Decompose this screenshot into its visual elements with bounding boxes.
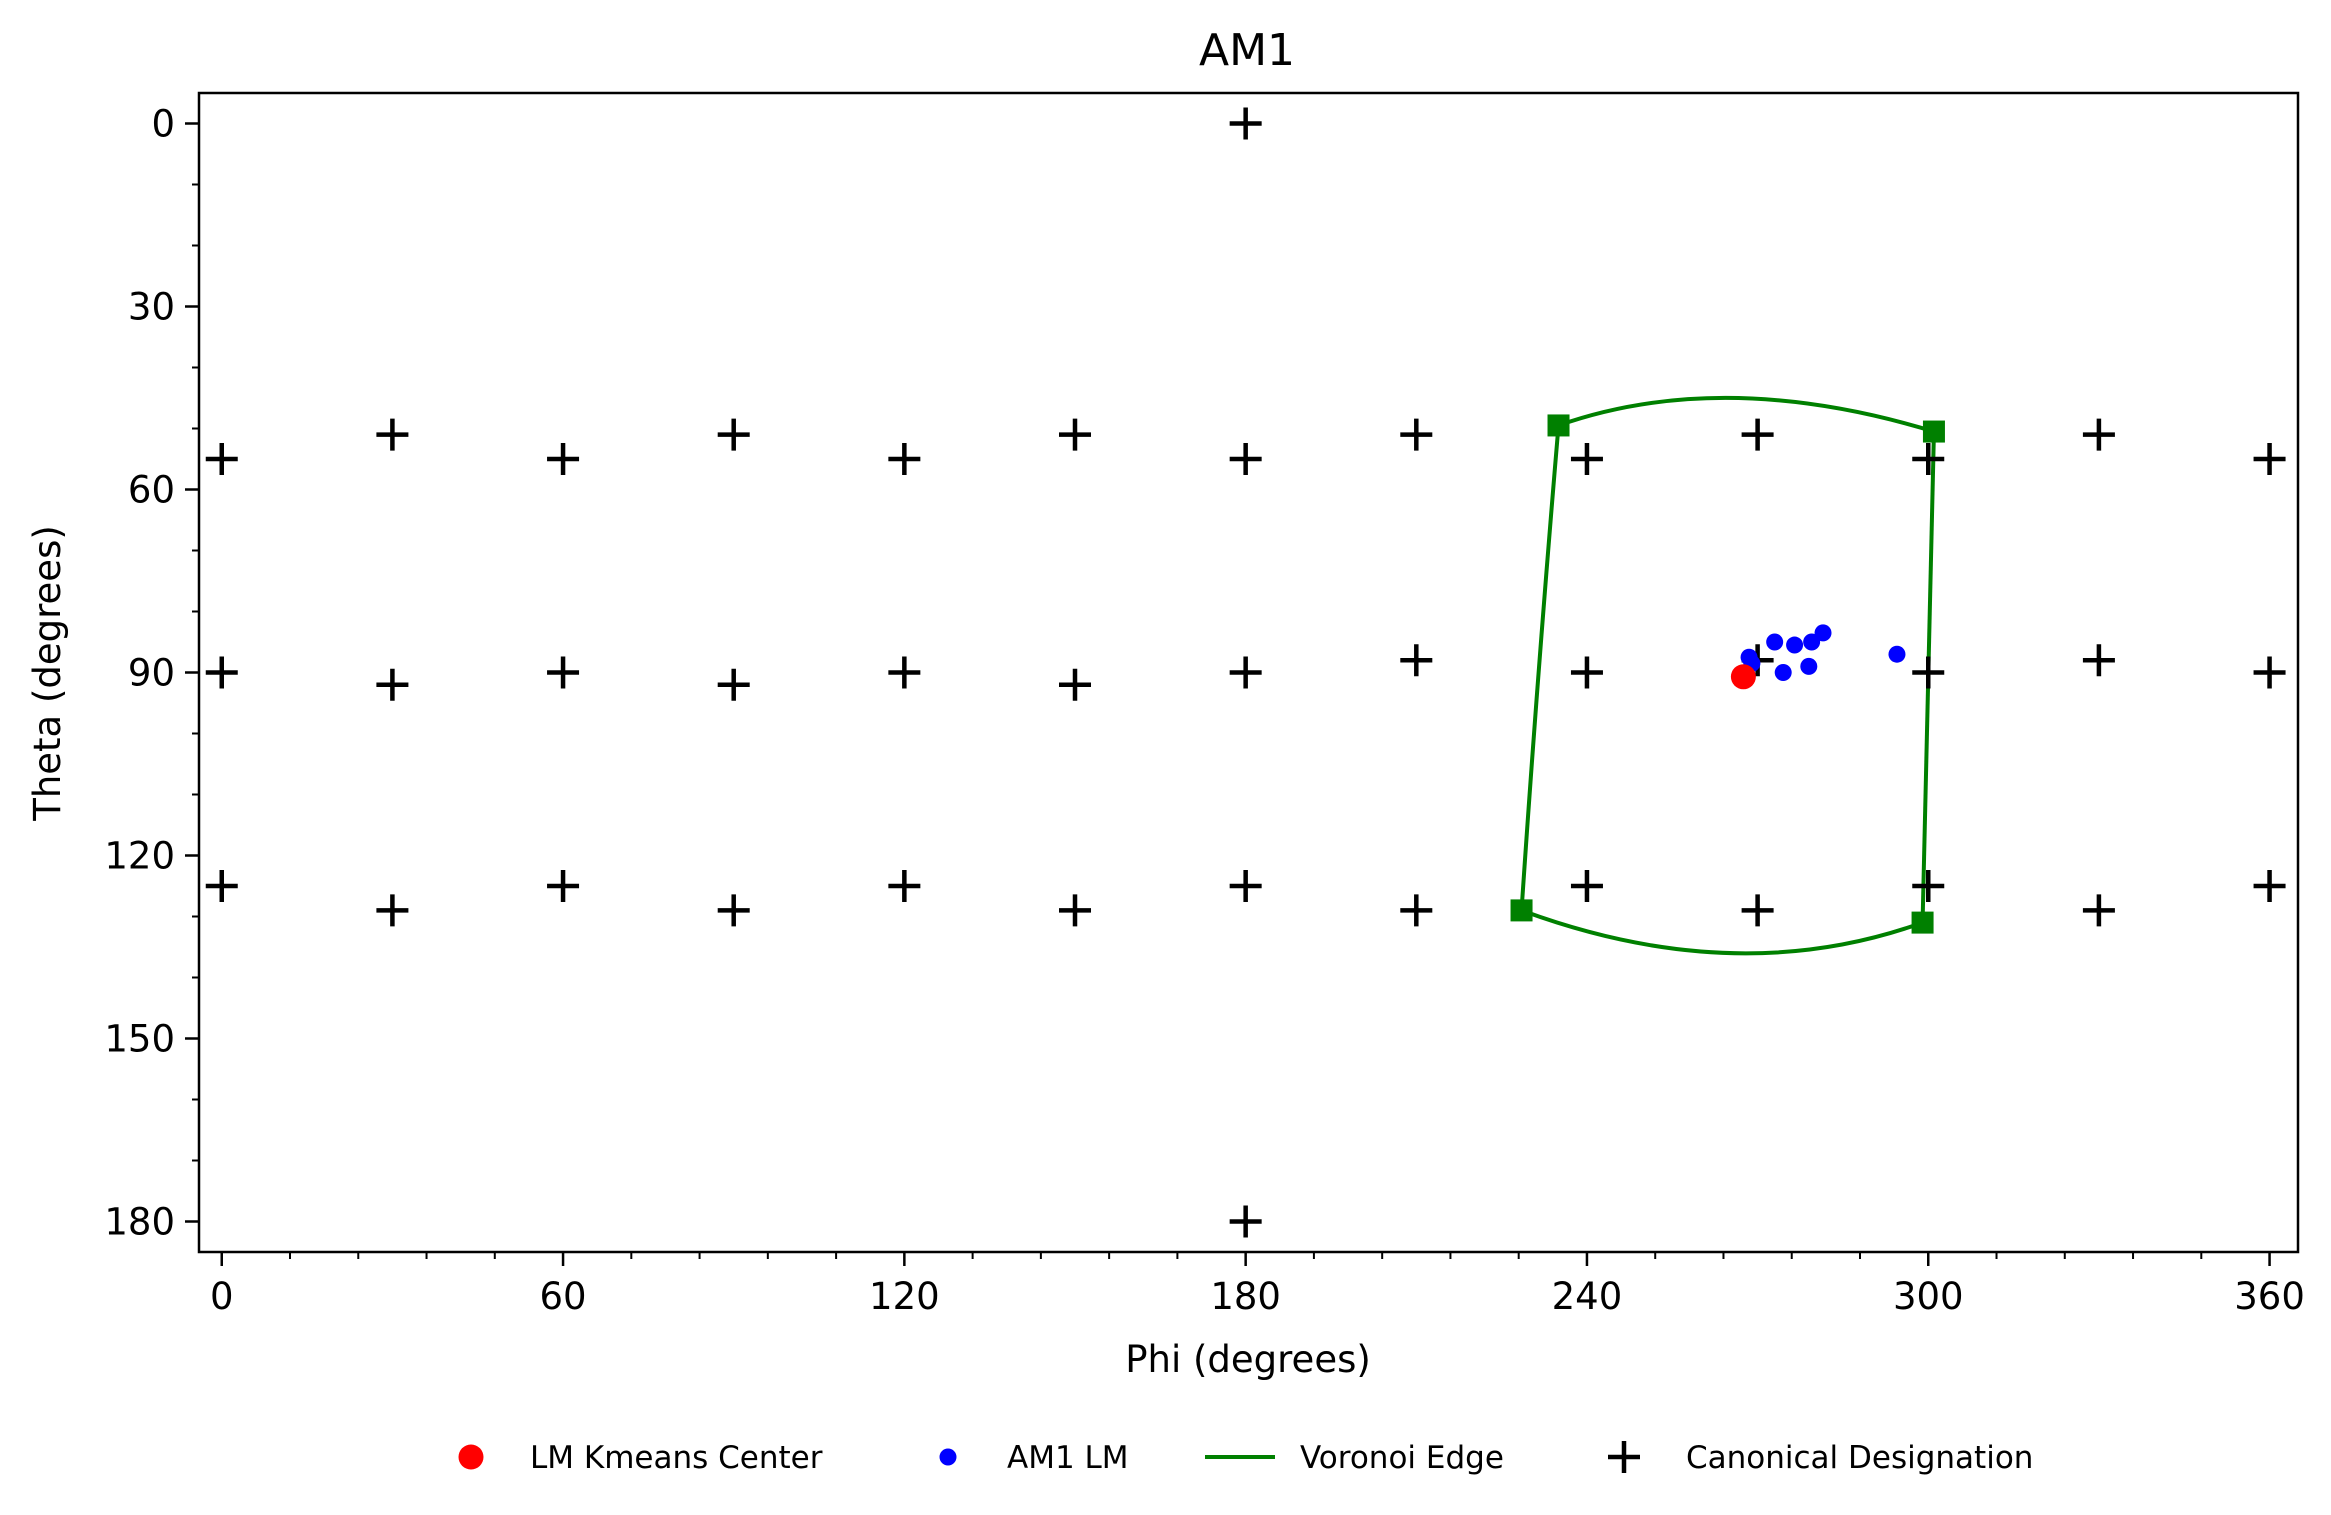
canonical-designation-point <box>1400 418 1433 451</box>
canonical-designation-point <box>1741 418 1774 451</box>
legend-label: AM1 LM <box>1007 1440 1129 1476</box>
y-tick-label: 120 <box>104 835 175 878</box>
canonical-designation-point <box>1229 870 1262 902</box>
am1-lm-point <box>1888 645 1906 663</box>
canonical-designation-point <box>1912 870 1945 902</box>
x-tick-label: 240 <box>1552 1275 1623 1318</box>
canonical-designation-point <box>1400 644 1433 677</box>
y-tick-label: 0 <box>151 103 175 146</box>
canonical-designation-point <box>717 894 750 927</box>
canonical-designation-point <box>1570 656 1603 689</box>
axes: 0 60 120 180 240 300 360 0 30 60 90 120 150 180 <box>104 103 2304 1319</box>
x-tick-label: 60 <box>540 1275 587 1318</box>
legend-am1-lm-marker <box>939 1448 957 1466</box>
canonical-designation-point <box>1229 656 1262 689</box>
canonical-designation-point <box>1912 443 1945 475</box>
x-tick-label: 120 <box>869 1275 940 1318</box>
y-tick-label: 150 <box>104 1018 175 1061</box>
am1-lm-point <box>1774 664 1792 681</box>
legend-label: LM Kmeans Center <box>530 1440 823 1476</box>
y-tick-label: 90 <box>128 652 175 695</box>
canonical-designation-point <box>1059 418 1092 451</box>
canonical-designation-point <box>1570 443 1603 475</box>
canonical-designation-point <box>205 870 238 902</box>
canonical-designation-point <box>2253 870 2286 902</box>
plot-area <box>205 107 2286 1238</box>
voronoi-edge <box>1520 908 1924 956</box>
canonical-designation-point <box>2253 443 2286 475</box>
canonical-designation-point <box>1229 1205 1262 1238</box>
legend-label: Canonical Designation <box>1686 1440 2033 1476</box>
y-tick-label: 180 <box>104 1201 175 1244</box>
x-tick-label: 0 <box>210 1275 234 1318</box>
voronoi-vertex <box>1547 414 1570 437</box>
am1-lm-point <box>1800 657 1818 675</box>
canonical-designation-point <box>717 418 750 451</box>
y-tick-label: 60 <box>128 469 175 512</box>
voronoi-edge <box>1557 396 1935 434</box>
canonical-designation-point <box>547 443 580 475</box>
kmeans-center-point <box>1730 664 1756 690</box>
voronoi-vertex <box>1922 420 1945 443</box>
canonical-designation-point <box>376 894 409 927</box>
canonical-designation-point <box>2082 894 2115 927</box>
legend-kmeans-marker <box>458 1444 484 1470</box>
canonical-designation-point <box>1229 107 1262 140</box>
voronoi-vertex <box>1911 911 1934 934</box>
am1-lm-point <box>1814 624 1832 642</box>
canonical-designation-point <box>205 656 238 689</box>
x-tick-label: 300 <box>1893 1275 1964 1318</box>
x-axis-label: Phi (degrees) <box>1125 1338 1371 1381</box>
canonical-designation-point <box>547 656 580 689</box>
canonical-designation-point <box>1912 656 1945 689</box>
legend-canonical-marker <box>1608 1441 1640 1473</box>
canonical-designation-point <box>1741 894 1774 927</box>
legend-label: Voronoi Edge <box>1300 1440 1504 1476</box>
chart-title: AM1 <box>1199 25 1295 76</box>
x-tick-label: 180 <box>1210 1275 1281 1318</box>
canonical-designation-point <box>2082 644 2115 677</box>
x-tick-label: 360 <box>2234 1275 2305 1318</box>
canonical-designation-point <box>1229 443 1262 475</box>
canonical-designation-point <box>376 418 409 451</box>
canonical-designation-point <box>2082 418 2115 451</box>
canonical-designation-point <box>717 668 750 701</box>
canonical-designation-point <box>1400 894 1433 927</box>
canonical-designation-point <box>888 656 921 689</box>
canonical-designation-point <box>376 668 409 701</box>
voronoi-vertex <box>1510 899 1533 922</box>
canonical-designation-point <box>888 870 921 902</box>
am1-lm-point <box>1786 636 1804 654</box>
canonical-designation-point <box>1059 668 1092 701</box>
y-axis-label: Theta (degrees) <box>26 525 69 822</box>
am1-lm-point <box>1766 633 1784 651</box>
canonical-designation-point <box>547 870 580 902</box>
am1-lm-point <box>1803 633 1821 651</box>
voronoi-edge <box>1519 425 1561 911</box>
canonical-designation-point <box>1570 870 1603 902</box>
canonical-designation-point <box>888 443 921 475</box>
canonical-designation-point <box>205 443 238 475</box>
legend: LM Kmeans Center AM1 LM Voronoi Edge Canoni… <box>458 1440 2033 1476</box>
canonical-designation-point <box>2253 656 2286 689</box>
y-tick-label: 30 <box>128 286 175 329</box>
canonical-designation-point <box>1059 894 1092 927</box>
